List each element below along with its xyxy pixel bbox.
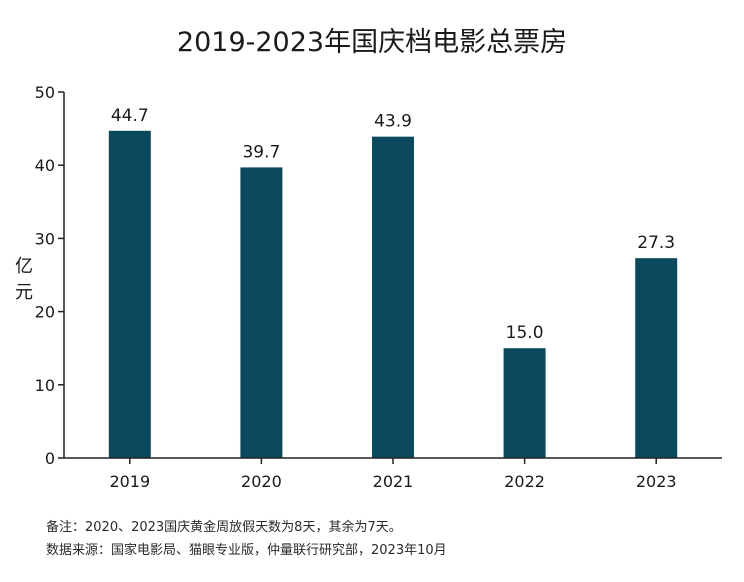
- y-tick-label: 50: [35, 83, 55, 102]
- data-label: 15.0: [506, 323, 544, 343]
- data-label: 39.7: [242, 142, 280, 162]
- chart-title: 2019-2023年国庆档电影总票房: [176, 27, 568, 58]
- bar-2021: [372, 136, 414, 459]
- source-note: 数据来源：国家电影局、猫眼专业版，仲量联行研究部，2023年10月: [46, 543, 447, 558]
- x-tick-label: 2022: [504, 472, 545, 491]
- y-tick-label: 20: [35, 303, 55, 322]
- bar-2020: [240, 167, 283, 458]
- axis-layer: 0 10 20 30 40 50 亿元: [15, 83, 722, 468]
- y-tick-label: 40: [35, 156, 55, 175]
- y-tick-label: 10: [35, 376, 55, 395]
- data-label: 43.9: [374, 112, 412, 132]
- y-tick-label: 0: [45, 449, 55, 468]
- x-tick-label: 2019: [109, 472, 150, 491]
- bar-2022: [503, 348, 546, 458]
- labels-layer: 2019 44.7 2020 39.7 2021 43.9 2022 15.0 2023 27.3: [109, 106, 676, 491]
- x-tick-label: 2020: [241, 472, 282, 491]
- y-axis-label: 元: [15, 282, 33, 303]
- y-tick-label: 30: [35, 229, 55, 248]
- data-label: 27.3: [637, 233, 675, 253]
- x-tick-label: 2023: [636, 472, 677, 491]
- footnote: 备注：2020、2023国庆黄金周放假天数为8天，其余为7天。: [46, 520, 402, 535]
- x-tick-label: 2021: [373, 472, 414, 491]
- bar-2023: [635, 258, 678, 458]
- bar-2019: [108, 130, 151, 458]
- bars-layer: [108, 130, 678, 459]
- data-label: 44.7: [111, 106, 149, 126]
- y-axis-label: 亿: [15, 256, 33, 277]
